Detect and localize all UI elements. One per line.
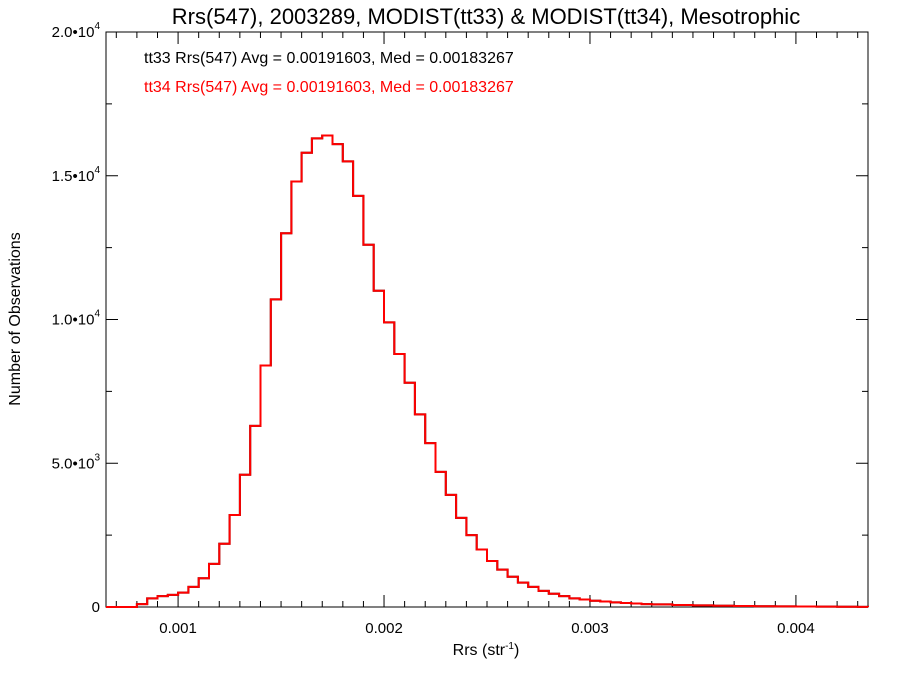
x-axis-label: Rrs (str-1) xyxy=(453,641,520,659)
series-lines xyxy=(106,134,869,608)
y-tick-label: 0 xyxy=(92,599,100,616)
x-tick-label: 0.003 xyxy=(571,620,609,637)
x-tick-label: 0.001 xyxy=(159,620,197,637)
y-tick-label: 1.0•104 xyxy=(52,309,101,329)
chart-title: Rrs(547), 2003289, MODIST(tt33) & MODIST… xyxy=(172,4,800,29)
y-tick-label: 5.0•103 xyxy=(52,452,101,472)
y-tick-label: 1.5•104 xyxy=(52,165,101,185)
x-axis-ticks: 0.001 0.002 0.003 0.004 xyxy=(115,32,859,637)
x-tick-label: 0.004 xyxy=(777,620,815,637)
y-axis-ticks: 0 5.0•103 1.0•104 1.5•104 2.0•104 xyxy=(52,21,868,616)
x-tick-label: 0.002 xyxy=(365,620,403,637)
x-axis-label-sup: -1 xyxy=(505,641,514,652)
y-axis-label: Number of Observations xyxy=(7,232,24,405)
y-tick-label: 2.0•104 xyxy=(52,21,101,41)
annotation-tt34: tt34 Rrs(547) Avg = 0.00191603, Med = 0.… xyxy=(144,79,514,96)
annotation-tt33: tt33 Rrs(547) Avg = 0.00191603, Med = 0.… xyxy=(144,50,514,67)
series-line-tt34 xyxy=(106,134,869,608)
